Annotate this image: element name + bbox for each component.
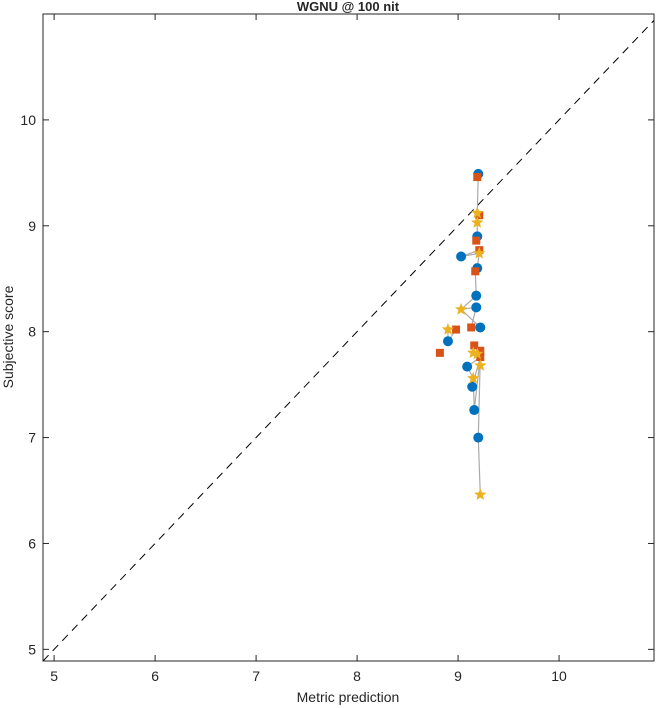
data-point-star bbox=[467, 371, 480, 384]
data-point-star bbox=[474, 488, 487, 500]
data-point-circle bbox=[471, 302, 482, 313]
y-tick-label: 8 bbox=[28, 324, 36, 340]
identity-line bbox=[42, 20, 655, 662]
y-tick-label: 6 bbox=[28, 535, 36, 551]
connector-line bbox=[477, 437, 481, 495]
y-tick-label: 9 bbox=[28, 218, 36, 234]
data-point-circle bbox=[462, 361, 473, 372]
data-point-circle bbox=[471, 290, 482, 301]
data-point-circle bbox=[467, 381, 478, 392]
x-tick-label: 6 bbox=[151, 668, 159, 684]
data-point-star bbox=[471, 216, 484, 228]
x-axis-label: Metric prediction bbox=[297, 689, 400, 705]
data-point-square bbox=[435, 348, 444, 357]
y-tick-label: 10 bbox=[20, 112, 36, 128]
data-point-star bbox=[471, 206, 484, 219]
x-tick-label: 9 bbox=[454, 668, 462, 684]
data-point-square bbox=[472, 236, 481, 245]
data-point-circle bbox=[475, 322, 486, 333]
data-point-square bbox=[473, 173, 482, 182]
x-tick-label: 7 bbox=[252, 668, 260, 684]
x-tick-label: 5 bbox=[50, 668, 58, 684]
data-point-square bbox=[471, 267, 480, 276]
data-point-star bbox=[441, 323, 455, 335]
y-axis-label: Subjective score bbox=[0, 285, 16, 388]
x-tick-label: 8 bbox=[353, 668, 361, 684]
data-point-circle bbox=[473, 432, 484, 443]
data-point-circle bbox=[469, 405, 480, 416]
data-point-circle bbox=[456, 251, 467, 262]
chart-title: WGNU @ 100 nit bbox=[297, 0, 400, 14]
y-tick-label: 5 bbox=[28, 641, 36, 657]
data-point-circle bbox=[442, 336, 453, 347]
data-point-square bbox=[467, 323, 476, 332]
data-point-star bbox=[474, 359, 487, 371]
data-point-star bbox=[471, 347, 484, 360]
data-point-square bbox=[470, 341, 479, 350]
plot-box bbox=[42, 13, 655, 662]
data-point-star bbox=[454, 302, 468, 315]
y-tick-label: 7 bbox=[28, 430, 36, 446]
connector-line bbox=[477, 357, 481, 438]
data-point-square bbox=[476, 346, 485, 355]
x-tick-label: 10 bbox=[551, 668, 567, 684]
data-point-square bbox=[452, 325, 461, 334]
data-point-star bbox=[473, 246, 486, 259]
